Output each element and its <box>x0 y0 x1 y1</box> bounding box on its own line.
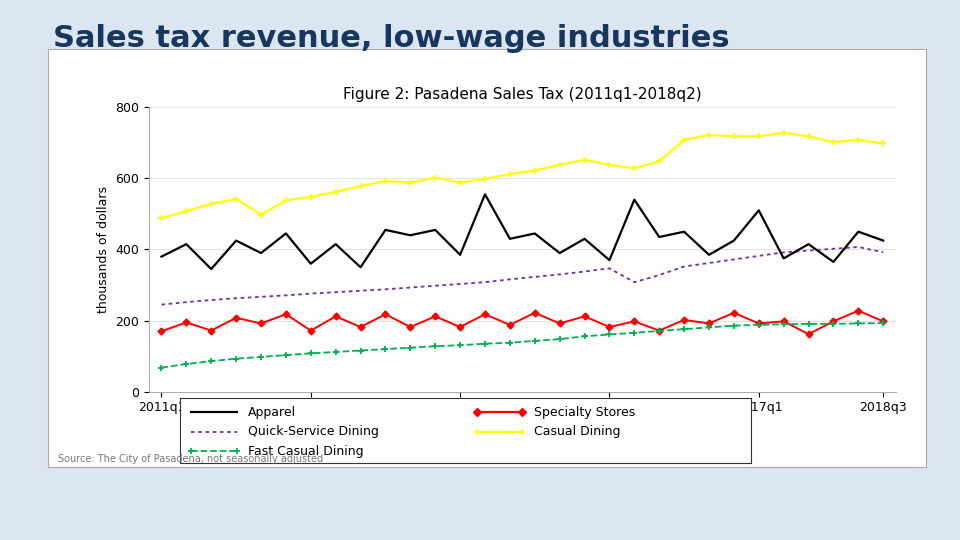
Text: Fast Casual Dining: Fast Casual Dining <box>249 445 364 458</box>
Text: Sales tax revenue, low-wage industries: Sales tax revenue, low-wage industries <box>53 24 730 53</box>
Text: Casual Dining: Casual Dining <box>534 426 620 438</box>
Text: Apparel: Apparel <box>249 406 297 419</box>
Title: Figure 2: Pasadena Sales Tax (2011q1-2018q2): Figure 2: Pasadena Sales Tax (2011q1-201… <box>343 87 702 102</box>
Text: Quick-Service Dining: Quick-Service Dining <box>249 426 379 438</box>
Text: Source: The City of Pasadena, not seasonally adjusted: Source: The City of Pasadena, not season… <box>58 454 323 464</box>
Text: Specialty Stores: Specialty Stores <box>534 406 635 419</box>
Y-axis label: thousands of dollars: thousands of dollars <box>97 186 109 313</box>
